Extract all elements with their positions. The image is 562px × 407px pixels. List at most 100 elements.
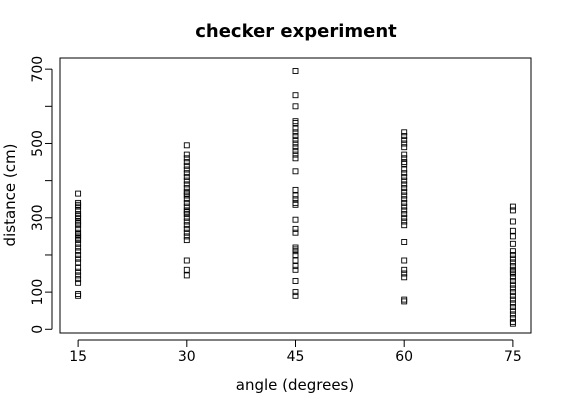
plot-frame: [59, 57, 532, 334]
data-point: [292, 129, 299, 136]
data-point: [292, 68, 299, 74]
data-point: [292, 266, 299, 273]
data-point: [75, 190, 82, 197]
data-point: [183, 170, 190, 177]
data-point: [401, 140, 408, 147]
data-point: [401, 136, 408, 143]
data-point: [509, 255, 516, 262]
data-point: [183, 214, 190, 221]
data-point: [183, 181, 190, 188]
x-tick-label: 15: [69, 349, 87, 365]
data-point: [75, 218, 82, 225]
data-point: [509, 296, 516, 303]
data-point: [183, 211, 190, 218]
data-point: [75, 259, 82, 266]
data-point: [183, 151, 190, 158]
data-point: [292, 246, 299, 253]
data-point: [75, 240, 82, 247]
chart-title: checker experiment: [195, 21, 397, 42]
data-point: [292, 263, 299, 270]
x-axis-label: angle (degrees): [236, 376, 354, 394]
data-point: [292, 289, 299, 296]
data-point: [75, 279, 82, 286]
data-point: [292, 199, 299, 206]
data-point: [401, 144, 408, 151]
data-point: [183, 155, 190, 162]
data-point: [509, 315, 516, 322]
data-point: [401, 188, 408, 195]
data-point: [292, 257, 299, 264]
data-point: [75, 207, 82, 214]
data-point: [183, 203, 190, 210]
data-point: [401, 214, 408, 221]
data-point: [401, 298, 408, 305]
data-point: [183, 173, 190, 180]
data-point: [401, 155, 408, 162]
data-point: [509, 207, 516, 214]
data-point: [292, 225, 299, 232]
data-point: [75, 265, 82, 271]
data-point: [509, 268, 516, 275]
data-point: [75, 237, 82, 244]
data-point: [401, 222, 408, 229]
data-point: [292, 120, 299, 126]
data-point: [183, 166, 190, 173]
data-points: [75, 68, 516, 327]
x-tick-label: 30: [178, 349, 196, 365]
data-point: [183, 192, 190, 199]
data-point: [292, 103, 299, 110]
data-point: [509, 304, 516, 310]
data-point: [401, 173, 408, 180]
data-point: [183, 190, 190, 197]
data-point: [401, 257, 408, 264]
data-point: [75, 199, 82, 206]
data-point: [292, 278, 299, 284]
data-point: [292, 125, 299, 132]
data-point: [292, 168, 299, 175]
data-point: [183, 218, 190, 225]
data-point: [292, 151, 299, 158]
data-point: [292, 252, 299, 258]
data-point: [509, 248, 516, 255]
data-point: [75, 272, 82, 279]
data-point: [75, 212, 82, 219]
x-axis: 15 30 45 60 75: [69, 339, 522, 365]
data-point: [401, 192, 408, 199]
data-point: [509, 266, 516, 273]
x-tick-label: 45: [287, 349, 305, 365]
data-point: [75, 229, 82, 236]
data-point: [509, 274, 516, 281]
data-point: [509, 263, 516, 270]
data-point: [401, 199, 408, 206]
data-point: [401, 181, 408, 188]
data-point: [183, 225, 190, 232]
data-point: [75, 244, 82, 251]
data-point: [75, 203, 82, 210]
data-point: [75, 211, 82, 218]
data-point: [401, 266, 408, 273]
data-point: [292, 196, 299, 203]
data-point: [75, 201, 82, 208]
data-point: [183, 209, 190, 216]
data-point: [292, 155, 299, 162]
data-point: [183, 257, 190, 264]
data-point: [183, 199, 190, 206]
data-point: [292, 147, 299, 154]
data-point: [401, 196, 408, 203]
data-point: [75, 252, 82, 258]
data-point: [401, 207, 408, 214]
data-point: [183, 196, 190, 203]
data-point: [509, 281, 516, 288]
data-point: [292, 292, 299, 299]
y-tick-label: 500: [30, 130, 46, 157]
data-point: [292, 118, 299, 125]
data-point: [292, 192, 299, 199]
data-point: [509, 259, 516, 266]
data-point: [401, 177, 408, 184]
data-point: [292, 229, 299, 236]
data-point: [509, 289, 516, 296]
data-point: [509, 270, 516, 277]
data-point: [509, 252, 516, 258]
data-point: [401, 151, 408, 158]
